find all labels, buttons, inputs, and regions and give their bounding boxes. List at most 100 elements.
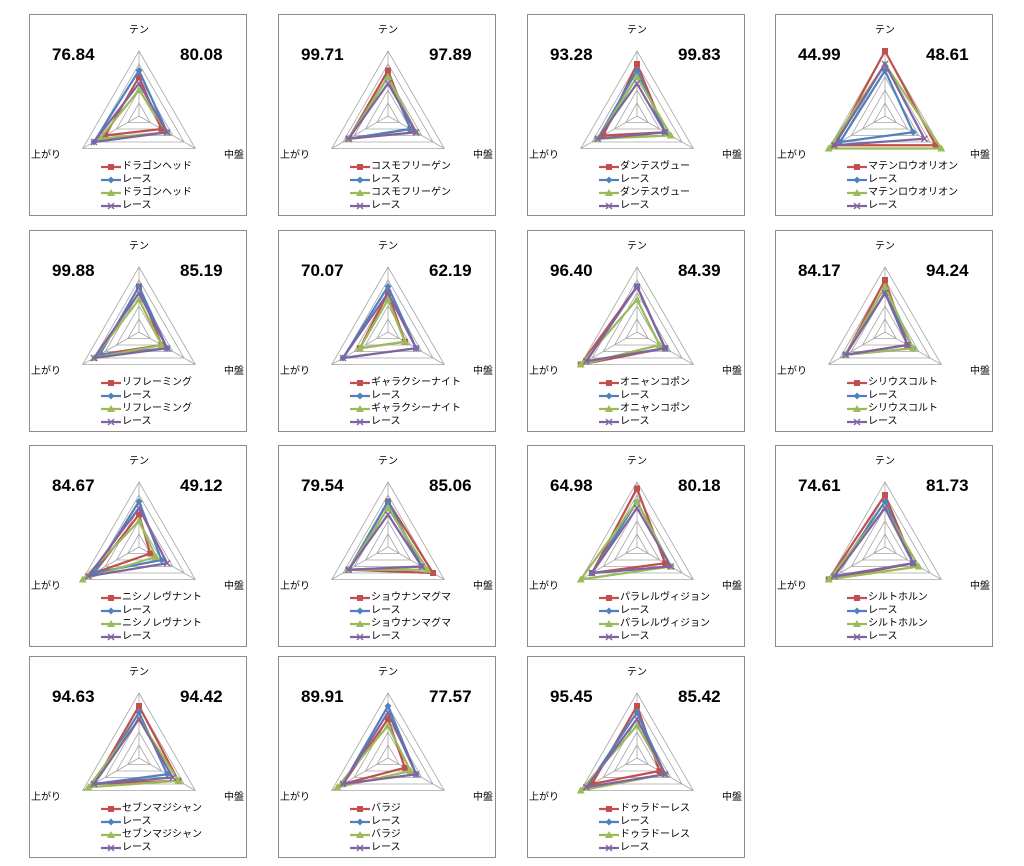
axis-label-agari: 上がり <box>529 792 559 803</box>
legend-label: コスモフリーゲン <box>371 187 451 198</box>
legend-label: ニシノレヴナント <box>122 618 202 629</box>
grid-ring <box>115 305 163 346</box>
axis-spoke <box>828 331 886 365</box>
data-point <box>881 289 889 297</box>
axis-label-chuban: 中盤 <box>473 581 493 592</box>
legend-label: レース <box>620 200 650 211</box>
legend-label: ニシノレヴナント <box>122 592 202 603</box>
legend-item: マテンロウオリオン <box>846 160 958 173</box>
data-point <box>385 716 391 722</box>
legend-label: バラジ <box>371 829 401 840</box>
data-point <box>163 344 171 352</box>
axis-label-chuban: 中盤 <box>722 366 742 377</box>
legend-item: レース <box>349 173 451 186</box>
radar-chart-panel: 74.61 81.73 テン 中盤 上がり シルトホルン レース シルトホルン レース <box>775 445 993 647</box>
axis-label-ten: テン <box>129 667 149 678</box>
legend-item: ドゥラドーレス <box>598 828 690 841</box>
data-point <box>135 498 143 505</box>
legend-swatch <box>599 202 619 209</box>
series-line <box>590 487 667 575</box>
data-point <box>882 492 888 498</box>
legend-swatch <box>599 188 619 196</box>
axis-label-chuban: 中盤 <box>224 792 244 803</box>
grid-ring <box>331 481 445 580</box>
legend-label: ダンテスヴュー <box>620 187 690 198</box>
legend-swatch <box>350 163 370 170</box>
data-point <box>384 511 392 518</box>
score-right: 85.42 <box>678 687 721 706</box>
legend-item: ダンテスヴュー <box>598 160 690 173</box>
legend-label: レース <box>122 842 152 853</box>
legend-swatch <box>101 619 121 627</box>
grid-ring <box>127 744 151 765</box>
legend-item: ドゥラドーレス <box>598 802 690 815</box>
legend-label: オニャンコポン <box>620 403 690 414</box>
legend-swatch <box>847 202 867 209</box>
legend-item: レース <box>846 604 928 617</box>
grid-ring <box>580 50 694 149</box>
data-point <box>576 360 585 368</box>
grid-ring <box>873 102 897 123</box>
legend-label: シルトホルン <box>868 618 928 629</box>
series-line <box>844 285 915 356</box>
legend-item: レース <box>349 199 451 212</box>
legend-swatch <box>847 594 867 601</box>
legend-swatch <box>101 633 121 640</box>
legend-swatch <box>350 607 370 614</box>
score-right: 80.08 <box>180 45 223 64</box>
legend-label: ショウナンマグマ <box>371 618 451 629</box>
data-point <box>384 702 392 710</box>
legend-label: レース <box>371 174 401 185</box>
data-point <box>384 709 392 716</box>
grid-ring <box>625 318 649 339</box>
score-right: 48.61 <box>926 45 969 64</box>
legend-swatch <box>101 163 121 170</box>
legend-item: レース <box>349 815 401 828</box>
legend-label: セブンマジシャン <box>122 803 202 814</box>
legend: シリウスコルト レース シリウスコルト レース <box>846 376 938 428</box>
legend-swatch <box>350 176 370 183</box>
data-point <box>135 715 143 723</box>
legend-label: レース <box>122 605 152 616</box>
grid-ring <box>625 102 649 123</box>
data-point <box>824 144 833 152</box>
data-point <box>881 282 889 290</box>
legend-item: レース <box>598 841 690 854</box>
legend-label: レース <box>371 816 401 827</box>
legend: ニシノレヴナント レース ニシノレヴナント レース <box>100 591 202 643</box>
legend-swatch <box>599 392 619 399</box>
legend-item: シルトホルン <box>846 591 928 604</box>
grid-ring <box>93 279 185 359</box>
legend-label: レース <box>122 390 152 401</box>
legend-label: ダンテスヴュー <box>620 161 690 172</box>
legend-label: レース <box>620 816 650 827</box>
legend-label: レース <box>122 416 152 427</box>
grid-ring <box>93 494 185 574</box>
data-point <box>135 289 143 297</box>
legend-item: レース <box>100 415 192 428</box>
legend-item: レース <box>349 604 451 617</box>
data-point <box>163 559 171 567</box>
data-point <box>824 575 833 583</box>
data-point <box>633 73 641 80</box>
data-point <box>384 80 392 87</box>
legend: コスモフリーゲン レース コスモフリーゲン レース <box>349 160 451 212</box>
legend-swatch <box>599 594 619 601</box>
legend-swatch <box>599 379 619 386</box>
score-left: 94.63 <box>52 687 95 706</box>
series-line <box>98 88 169 140</box>
legend: シルトホルン レース シルトホルン レース <box>846 591 928 643</box>
axis-label-chuban: 中盤 <box>970 581 990 592</box>
series-line <box>92 82 169 144</box>
data-point <box>135 86 143 93</box>
legend-label: レース <box>122 816 152 827</box>
radar-chart-panel: 99.71 97.89 テン 中盤 上がり コスモフリーゲン レース コスモフリーゲン レース <box>278 14 496 216</box>
grid-ring <box>591 63 683 143</box>
radar-chart-panel: 93.28 99.83 テン 中盤 上がり ダンテスヴュー レース ダンテスヴュー レース <box>527 14 745 216</box>
data-point <box>339 354 347 362</box>
legend-item: バラジ <box>349 828 401 841</box>
data-point <box>174 776 183 784</box>
legend-item: レース <box>349 841 401 854</box>
legend-item: レース <box>100 173 192 186</box>
grid-ring <box>613 520 661 561</box>
